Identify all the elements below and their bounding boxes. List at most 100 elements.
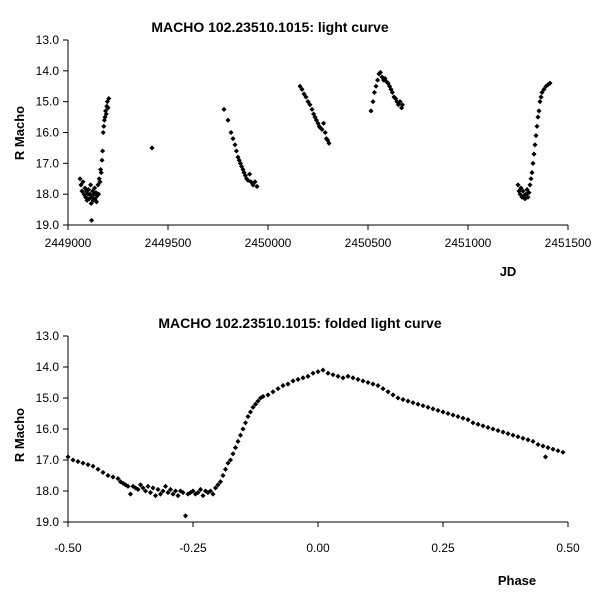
data-point <box>80 179 86 185</box>
data-point <box>247 171 253 177</box>
data-point <box>290 378 296 384</box>
data-point <box>230 451 236 457</box>
data-point <box>410 400 416 406</box>
data-point <box>309 106 315 112</box>
data-point <box>535 114 541 120</box>
data-point <box>529 170 535 176</box>
data-point <box>430 406 436 412</box>
x-axis-label: JD <box>500 264 517 279</box>
data-point <box>145 483 151 489</box>
data-point <box>440 409 446 415</box>
data-points <box>77 69 553 223</box>
data-point <box>101 123 107 129</box>
data-point <box>371 89 377 95</box>
chart-title: MACHO 102.23510.1015: folded light curve <box>158 315 441 331</box>
data-point <box>475 421 481 427</box>
data-point <box>252 401 259 407</box>
x-tick-label: 2450000 <box>245 236 292 250</box>
y-tick-label: 15.0 <box>36 95 60 109</box>
data-point <box>225 117 231 123</box>
data-point <box>500 429 506 435</box>
y-tick-label: 18.0 <box>36 484 60 498</box>
x-tick-label: 0.25 <box>431 541 455 555</box>
data-point <box>137 482 144 488</box>
data-point <box>115 476 121 482</box>
data-point <box>77 176 83 182</box>
data-point <box>233 148 239 154</box>
y-tick-label: 14.0 <box>36 360 60 374</box>
data-point <box>170 491 176 497</box>
data-point <box>435 407 441 413</box>
data-point <box>485 424 491 430</box>
data-point <box>221 106 227 112</box>
data-point <box>99 157 105 163</box>
data-point <box>255 398 261 404</box>
data-point <box>326 140 332 146</box>
data-point <box>300 375 306 381</box>
data-point <box>100 129 106 136</box>
data-point <box>140 485 146 491</box>
data-point <box>65 454 71 460</box>
data-point <box>182 513 189 519</box>
y-tick-label: 16.0 <box>36 422 60 436</box>
data-point <box>195 490 201 496</box>
data-point <box>215 482 221 488</box>
y-tick-label: 19.0 <box>36 515 60 529</box>
data-point <box>95 466 101 472</box>
data-point <box>395 395 401 401</box>
data-point <box>106 96 112 102</box>
data-point <box>360 378 366 384</box>
data-point <box>538 94 544 100</box>
data-point <box>375 383 381 389</box>
data-point <box>135 486 141 492</box>
data-point <box>227 457 234 463</box>
data-point <box>240 426 246 432</box>
data-point <box>530 438 536 444</box>
y-tick-label: 17.0 <box>36 156 60 170</box>
data-point <box>540 443 546 449</box>
x-tick-label: 2449000 <box>45 236 92 250</box>
y-tick-label: 15.0 <box>36 391 60 405</box>
data-point <box>70 457 76 463</box>
data-point <box>345 373 351 379</box>
data-point <box>197 486 204 492</box>
y-tick-label: 16.0 <box>36 126 60 140</box>
data-point <box>450 412 456 418</box>
data-point <box>232 445 239 451</box>
data-point <box>217 479 224 485</box>
y-tick-label: 18.0 <box>36 187 60 201</box>
data-point <box>98 170 104 176</box>
x-tick-label: -0.25 <box>179 541 207 555</box>
data-point <box>207 488 214 494</box>
data-point <box>380 386 386 392</box>
x-tick-label: 2449500 <box>145 236 192 250</box>
data-point <box>230 136 236 142</box>
data-point <box>242 420 249 426</box>
data-point <box>355 376 361 382</box>
data-point <box>265 392 271 398</box>
data-point <box>321 120 327 126</box>
data-point <box>260 393 266 399</box>
ticks: 13.0 14.0 15.0 16.0 17.0 18.0 19.0 2449000 24495… <box>36 33 592 250</box>
data-point <box>250 404 256 410</box>
data-point <box>534 123 540 129</box>
data-point <box>370 381 376 387</box>
x-tick-label: 2450500 <box>345 236 392 250</box>
data-point <box>150 485 156 491</box>
data-point <box>535 441 541 448</box>
data-point <box>495 428 501 434</box>
data-point <box>415 401 421 407</box>
data-point <box>280 383 286 389</box>
data-point <box>325 370 331 376</box>
data-point <box>295 376 301 382</box>
data-point <box>533 133 539 139</box>
data-point <box>420 403 426 409</box>
data-point <box>460 415 466 421</box>
y-tick-label: 14.0 <box>36 64 60 78</box>
data-point <box>320 367 326 373</box>
data-point <box>550 446 556 452</box>
data-point <box>455 414 461 420</box>
y-tick-label: 17.0 <box>36 453 60 467</box>
data-point <box>125 483 131 489</box>
data-point <box>370 99 376 105</box>
